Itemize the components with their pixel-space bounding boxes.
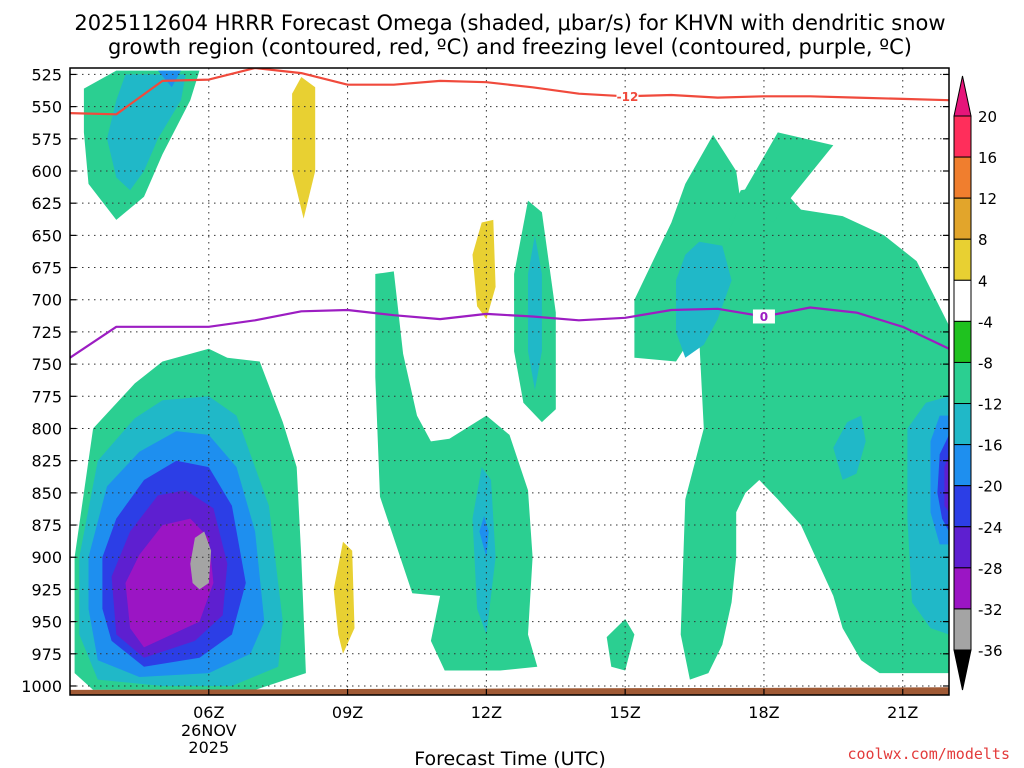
chart-title-line-2: growth region (contoured, red, ºC) and f… <box>108 35 912 59</box>
colorbar-top-arrow <box>953 75 972 117</box>
x-tick-label: 15Z <box>609 703 640 722</box>
colorbar-label: -12 <box>978 396 1003 414</box>
colorbar-label: -24 <box>978 519 1003 537</box>
omega-region-4 <box>292 77 316 219</box>
omega-region-34 <box>944 454 949 513</box>
omega-region-7 <box>865 68 945 148</box>
colorbar-band <box>953 320 972 363</box>
colorbar-band <box>953 156 972 199</box>
x-tick-label: 12Z <box>471 703 502 722</box>
y-tick-label: 925 <box>31 580 62 599</box>
omega-region-25 <box>190 531 212 590</box>
colorbar-band <box>953 403 972 446</box>
omega-region-2 <box>157 70 181 88</box>
colorbar-label: 12 <box>978 190 997 208</box>
y-tick-label: 1000 <box>21 677 62 696</box>
omega-region-10 <box>472 219 496 320</box>
y-tick-label: 800 <box>31 419 62 438</box>
colorbar-bottom-arrow <box>953 649 972 691</box>
omega-region-12 <box>333 541 355 654</box>
x-tick-label: 06Z <box>193 703 224 722</box>
omega-region-18 <box>606 619 635 671</box>
y-tick-label: 675 <box>31 259 62 278</box>
y-tick-label: 850 <box>31 484 62 503</box>
y-tick-label: 825 <box>31 452 62 471</box>
colorbar-label: -16 <box>978 437 1003 455</box>
x-tick-label: 09Z <box>332 703 363 722</box>
x-date-label: 2025 <box>188 738 229 757</box>
freezing-level-contour-label: 0 <box>760 310 768 324</box>
y-tick-label: 950 <box>31 613 62 632</box>
terrain-fill <box>70 687 949 695</box>
colorbar-band <box>953 279 972 322</box>
chart-title-line-1: 2025112604 HRRR Forecast Omega (shaded, … <box>74 11 945 35</box>
colorbar-label: 16 <box>978 149 997 167</box>
omega-region-15 <box>528 235 542 390</box>
dgz-contour-label-bg <box>616 89 639 104</box>
x-axis-title: Forecast Time (UTC) <box>414 748 605 768</box>
y-tick-label: 600 <box>31 162 62 181</box>
terrain <box>70 687 949 695</box>
colorbar-label: 4 <box>978 272 988 290</box>
omega-region-16 <box>472 467 496 635</box>
freezing-level-contour-label-bg <box>752 309 775 324</box>
colorbar-band <box>953 115 972 158</box>
colorbar-label: 20 <box>978 108 997 126</box>
y-tick-label: 725 <box>31 323 62 342</box>
colorbar-band <box>953 608 972 651</box>
omega-region-27 <box>634 134 741 362</box>
colorbar-band <box>953 526 972 569</box>
y-tick-label: 875 <box>31 516 62 535</box>
colorbar-band <box>953 361 972 405</box>
contours: -12 0 <box>70 68 949 359</box>
colorbar-band <box>953 567 972 610</box>
x-tick-label: 18Z <box>748 703 779 722</box>
plot-frame <box>69 67 950 696</box>
colorbar-band <box>953 485 972 528</box>
colorbar-label: -36 <box>978 642 1003 660</box>
dgz-contour-line <box>70 68 949 116</box>
omega-region-13 <box>375 271 538 671</box>
omega-region-8 <box>93 274 140 377</box>
colorbar-band <box>953 444 972 487</box>
colorbar-label: -8 <box>978 354 993 372</box>
omega-region-29 <box>676 241 732 358</box>
omega-region-26 <box>680 183 949 680</box>
y-tick-label: 550 <box>31 98 62 117</box>
y-tick-label: 700 <box>31 291 62 310</box>
colorbar-label: -28 <box>978 560 1003 578</box>
colorbar: 20 16 12 8 4 -4 -8 -12 -16 -20 -24 -28 -32 -36 <box>953 75 1003 691</box>
y-tick-label: 650 <box>31 226 62 245</box>
freezing-level-contour-line <box>70 306 949 359</box>
credit-link[interactable]: coolwx.com/modelts <box>847 745 1010 763</box>
y-tick-label: 575 <box>31 130 62 149</box>
colorbar-label: 8 <box>978 231 988 249</box>
dgz-contour-label: -12 <box>617 90 639 104</box>
colorbar-band <box>953 197 972 240</box>
y-tick-label: 775 <box>31 387 62 406</box>
omega-region-28 <box>740 132 834 223</box>
y-axis: 525 550 575 600 625 650 675 700 725 750 775 800 825 8… <box>21 65 949 696</box>
y-tick-label: 525 <box>31 65 62 84</box>
colorbar-label: -20 <box>978 478 1003 496</box>
grid-lines <box>70 68 949 695</box>
y-tick-label: 975 <box>31 645 62 664</box>
y-tick-label: 625 <box>31 194 62 213</box>
omega-region-24 <box>125 518 214 648</box>
y-tick-label: 750 <box>31 355 62 374</box>
omega-region-17 <box>479 516 489 558</box>
x-date-label: 26NOV <box>181 721 237 740</box>
x-tick-label: 21Z <box>887 703 918 722</box>
omega-region-1 <box>107 74 186 191</box>
omega-shading <box>74 68 949 690</box>
omega-region-30 <box>833 415 866 480</box>
colorbar-band <box>953 238 972 281</box>
colorbar-label: -4 <box>978 313 993 331</box>
colorbar-label: -32 <box>978 601 1003 619</box>
y-tick-label: 900 <box>31 548 62 567</box>
